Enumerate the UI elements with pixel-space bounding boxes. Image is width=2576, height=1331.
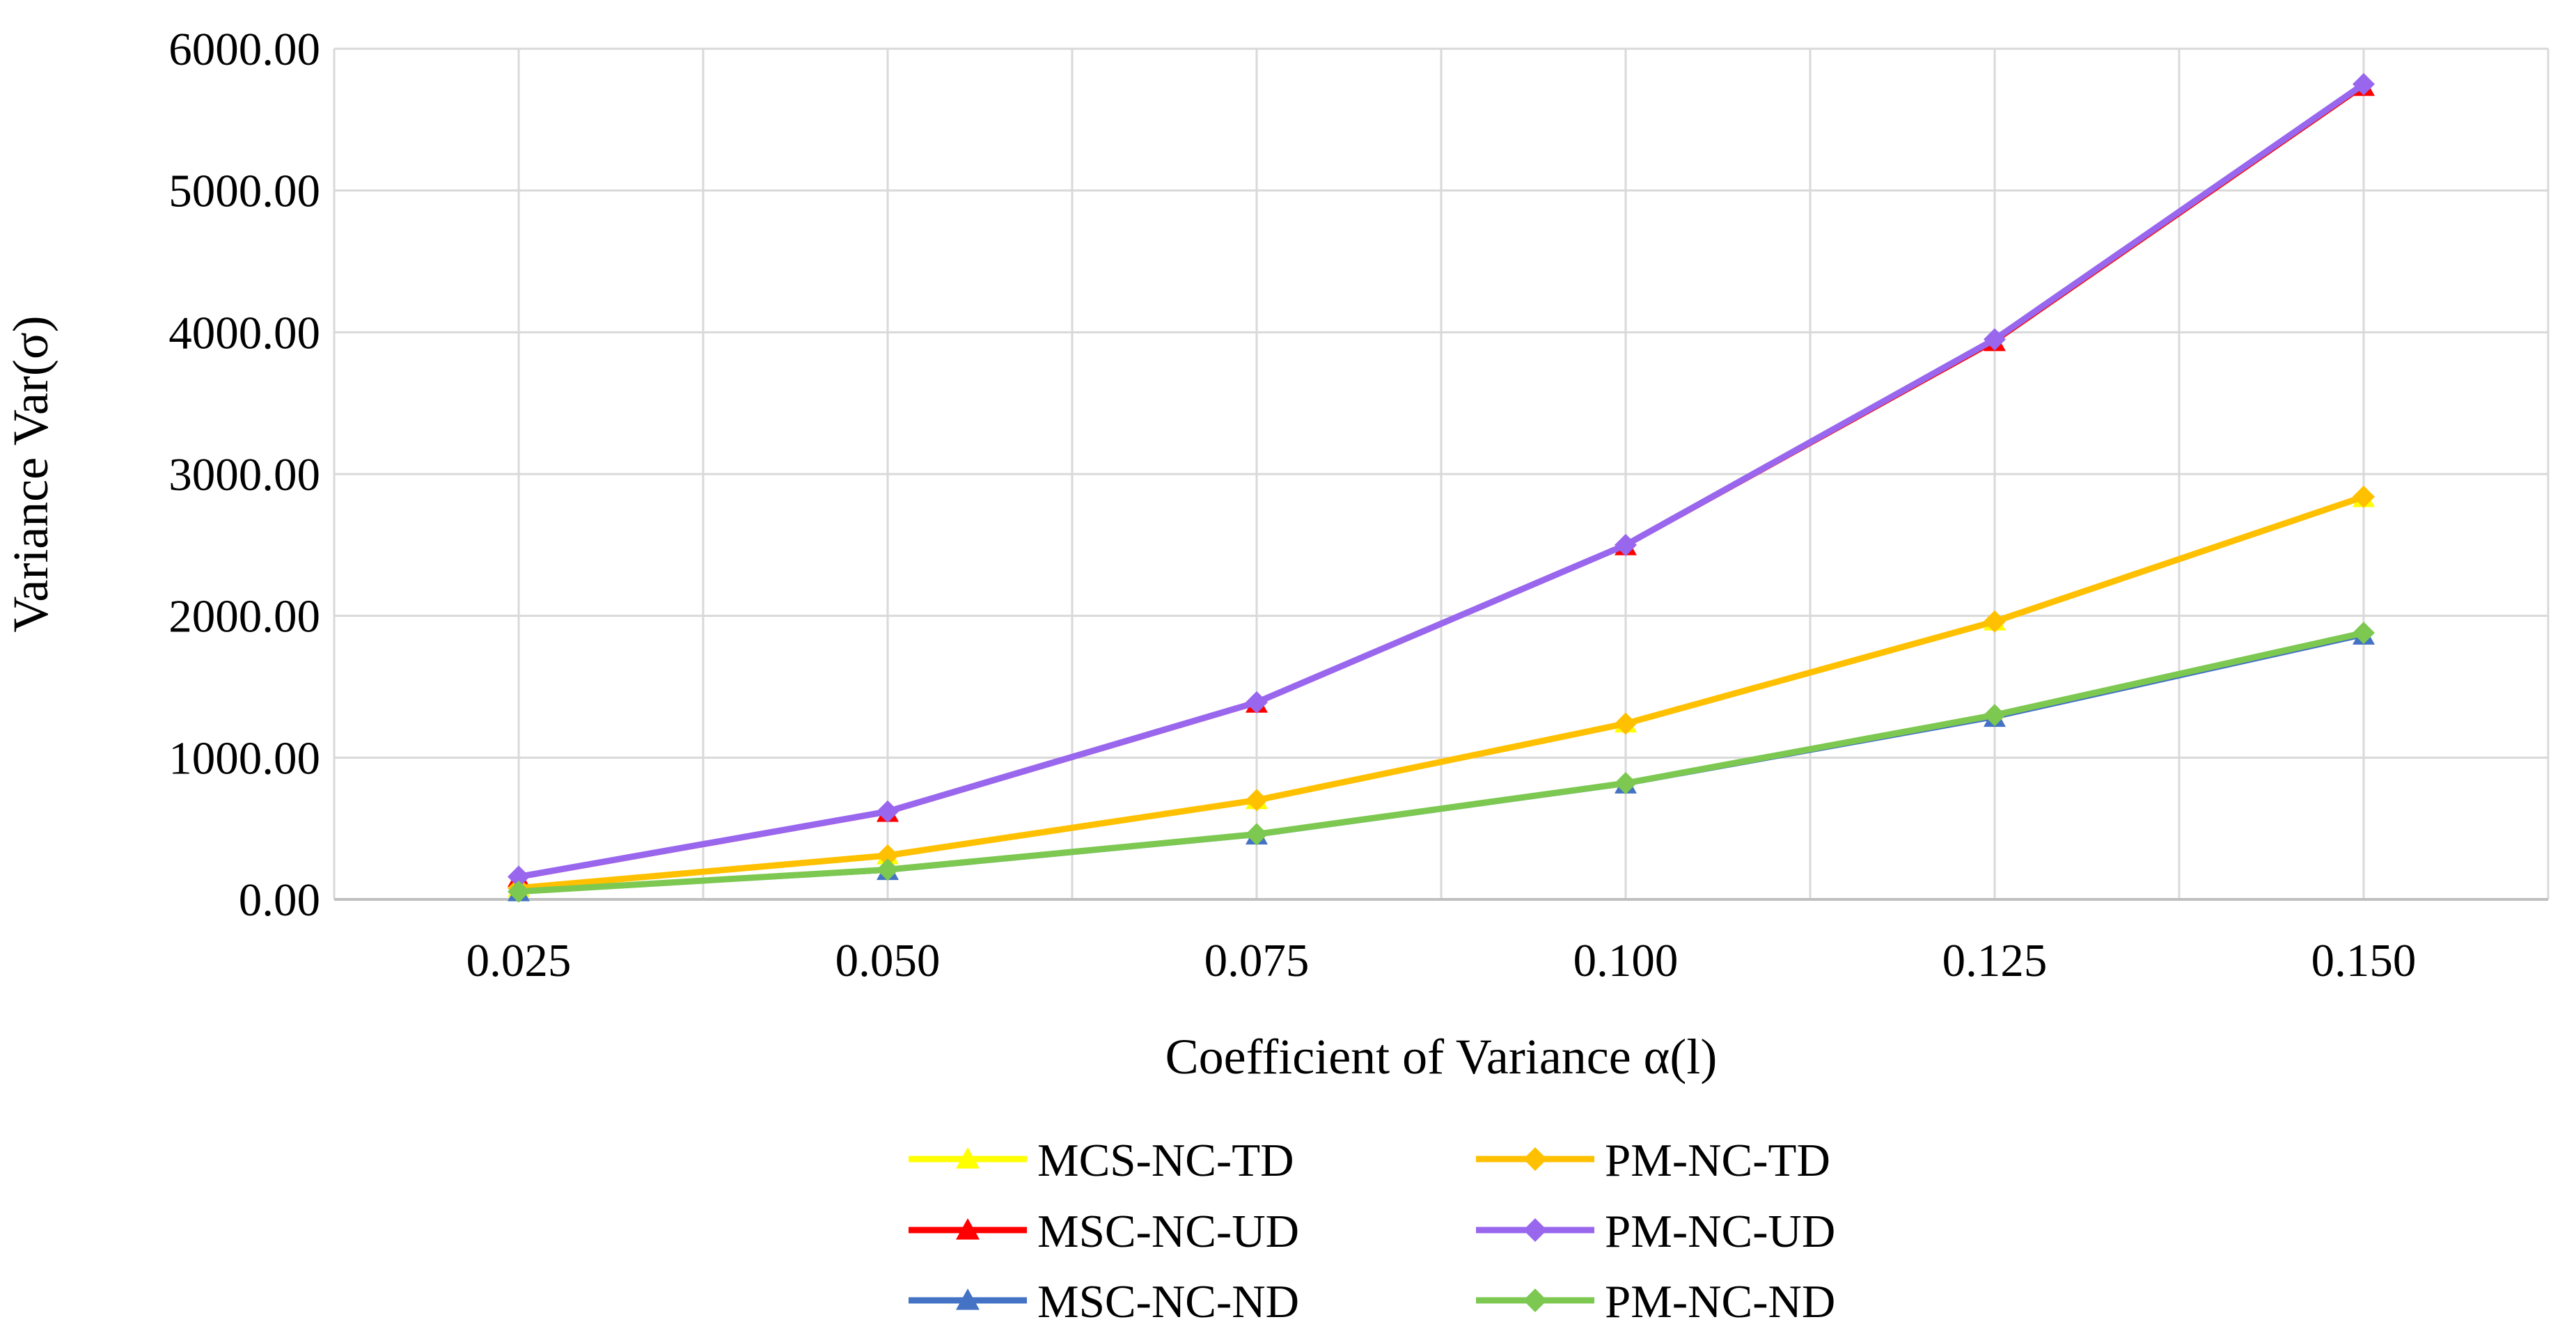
legend-marker [956, 1147, 980, 1169]
legend-item: PM-NC-UD [1476, 1206, 1835, 1257]
data-point-marker [1615, 533, 1637, 556]
legend-item: MSC-NC-UD [909, 1206, 1299, 1257]
data-point-marker [2353, 485, 2375, 508]
y-tick-label: 6000.00 [168, 24, 320, 75]
data-point-marker [877, 858, 899, 881]
y-tick-label: 3000.00 [168, 449, 320, 501]
series-line [518, 81, 2366, 880]
x-tick-label: 0.100 [1573, 935, 1679, 986]
legend-item: PM-NC-ND [1476, 1276, 1835, 1328]
legend: MCS-NC-TD PM-NC-TD MSC-NC-UD PM-NC-UD MSC-NC… [909, 1135, 1835, 1328]
legend-label: MSC-NC-ND [1037, 1276, 1299, 1328]
legend-marker [1523, 1289, 1547, 1312]
data-point-marker [508, 880, 530, 903]
y-tick-label: 1000.00 [168, 732, 320, 784]
x-tick-label: 0.125 [1942, 935, 2048, 986]
y-tick-label: 2000.00 [168, 591, 320, 643]
data-point-marker [1615, 712, 1637, 735]
series-layer [508, 72, 2375, 903]
label-layer: 0.00 1000.00 2000.00 3000.00 4000.00 5000.00 6… [168, 24, 2416, 986]
x-tick-label: 0.050 [835, 935, 941, 986]
legend-marker [1523, 1218, 1547, 1242]
y-tick-label: 4000.00 [168, 307, 320, 359]
data-point-marker [1246, 789, 1268, 812]
legend-marker [956, 1289, 980, 1310]
y-axis-title: Variance Var(σ) [3, 315, 58, 632]
data-point-marker [1984, 328, 2006, 351]
data-point-marker [508, 865, 530, 888]
series-pm-nc-ud [508, 72, 2375, 888]
x-tick-label: 0.025 [466, 935, 572, 986]
legend-label: PM-NC-TD [1605, 1135, 1830, 1186]
x-tick-label: 0.075 [1204, 935, 1310, 986]
legend-marker [956, 1218, 980, 1240]
data-point-marker [877, 800, 899, 823]
series-line [518, 629, 2364, 895]
legend-marker [1523, 1147, 1547, 1171]
grid-layer [333, 47, 2550, 899]
legend-label: MCS-NC-TD [1037, 1135, 1294, 1186]
data-point-marker [1984, 610, 2006, 633]
legend-label: PM-NC-ND [1605, 1276, 1835, 1328]
series-pm-nc-nd [508, 622, 2375, 903]
x-tick-label: 0.150 [2311, 935, 2417, 986]
y-tick-label: 0.00 [239, 874, 320, 926]
legend-label: PM-NC-UD [1605, 1206, 1835, 1257]
data-point-marker [1615, 771, 1637, 794]
y-tick-label: 5000.00 [168, 166, 320, 217]
data-point-marker [2353, 72, 2375, 95]
data-point-marker [1246, 823, 1268, 846]
data-point-marker [877, 844, 899, 867]
legend-item: PM-NC-TD [1476, 1135, 1830, 1186]
data-point-marker [1984, 704, 2006, 727]
data-point-marker [1246, 691, 1268, 714]
series-line [518, 494, 2365, 892]
legend-item: MCS-NC-TD [909, 1135, 1294, 1186]
series-pm-nc-td [508, 485, 2375, 899]
legend-item: MSC-NC-ND [909, 1276, 1299, 1328]
data-point-marker [2353, 622, 2375, 645]
x-axis-title: Coefficient of Variance α(l) [1165, 1029, 1718, 1085]
legend-label: MSC-NC-UD [1037, 1206, 1299, 1257]
